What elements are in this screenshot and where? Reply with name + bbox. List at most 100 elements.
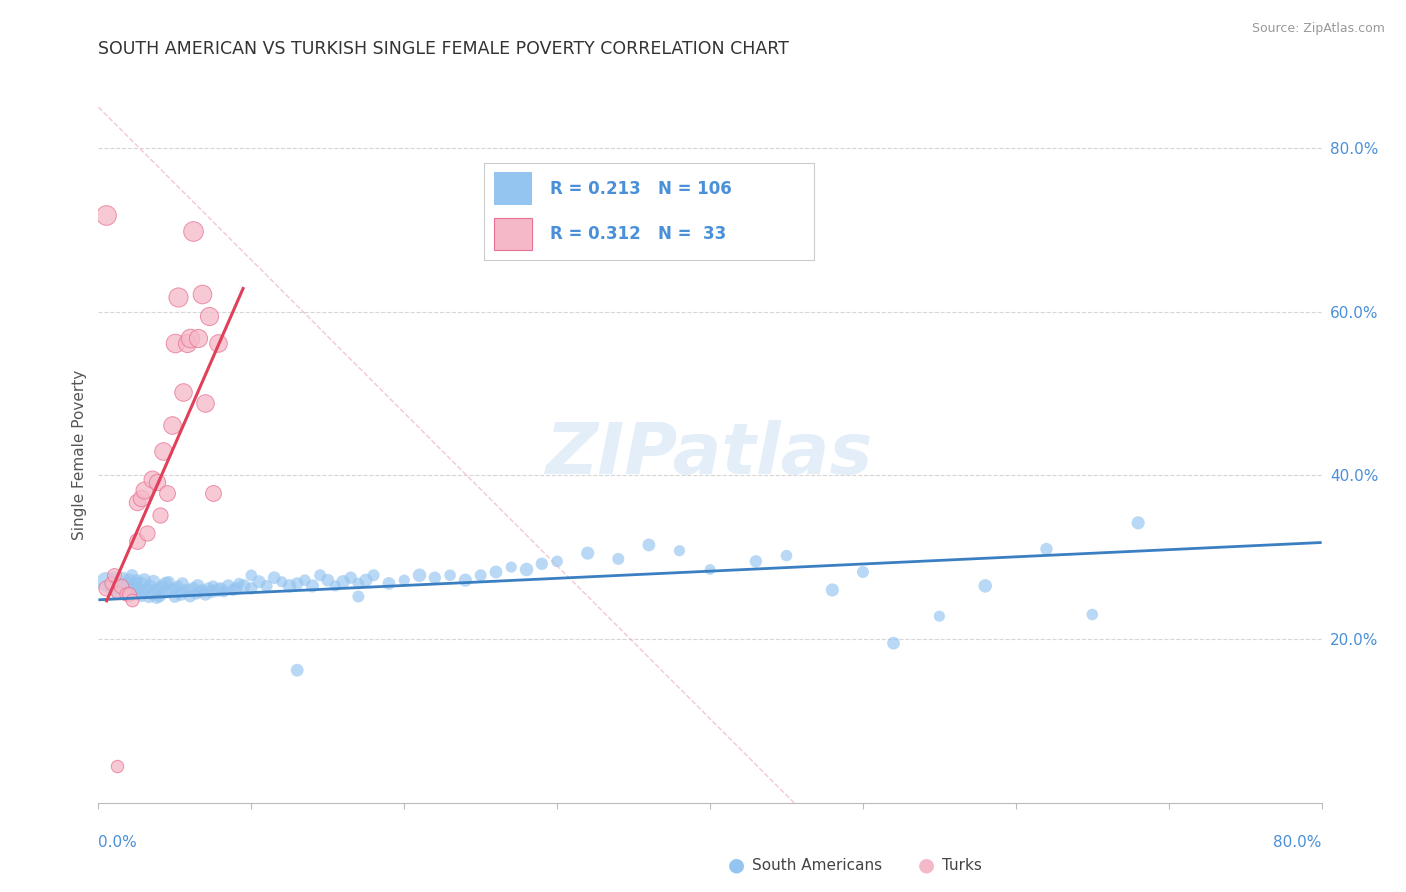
Point	[188, 584, 211, 599]
Point	[167, 290, 190, 304]
Point	[301, 579, 323, 593]
FancyBboxPatch shape	[494, 172, 531, 204]
Point	[1035, 542, 1057, 557]
Point	[200, 584, 222, 599]
Point	[470, 568, 492, 582]
Point	[100, 576, 122, 591]
Point	[194, 587, 217, 601]
Point	[191, 582, 214, 597]
Point	[278, 579, 301, 593]
Point	[172, 576, 194, 591]
Point	[699, 562, 721, 576]
Point	[94, 582, 117, 596]
Point	[125, 533, 148, 548]
Point	[332, 574, 354, 589]
Text: South Americans: South Americans	[752, 858, 883, 872]
Point	[530, 557, 553, 571]
Point	[103, 571, 125, 585]
Point	[176, 582, 198, 597]
Point	[821, 582, 844, 597]
Point	[163, 582, 186, 596]
Point	[974, 579, 997, 593]
Point	[138, 590, 160, 604]
Text: 0.0%: 0.0%	[98, 836, 138, 850]
Point	[576, 546, 599, 560]
Point	[124, 576, 146, 591]
Point	[197, 582, 219, 596]
Point	[408, 568, 430, 582]
Point	[167, 579, 190, 593]
Point	[156, 584, 179, 599]
Point	[217, 579, 239, 593]
Point	[118, 584, 141, 599]
Text: Source: ZipAtlas.com: Source: ZipAtlas.com	[1251, 22, 1385, 36]
Point	[129, 576, 152, 591]
Point	[325, 579, 347, 593]
Point	[121, 592, 143, 607]
Text: ●: ●	[728, 855, 745, 875]
Point	[339, 571, 361, 585]
Point	[775, 549, 797, 563]
Point	[129, 590, 152, 604]
Point	[142, 574, 165, 589]
Point	[141, 587, 163, 601]
Point	[139, 579, 162, 593]
Point	[179, 331, 201, 345]
Point	[118, 587, 141, 601]
Point	[110, 579, 132, 593]
Point	[145, 591, 167, 606]
Point	[209, 582, 232, 596]
Point	[194, 396, 217, 410]
Point	[181, 224, 204, 238]
Point	[546, 554, 568, 568]
Text: ●: ●	[918, 855, 935, 875]
Point	[134, 483, 156, 497]
Point	[127, 582, 149, 596]
Point	[212, 584, 235, 599]
Point	[852, 565, 875, 579]
Point	[316, 573, 339, 587]
Point	[105, 587, 128, 601]
Point	[160, 417, 183, 432]
Point	[363, 568, 385, 582]
Point	[121, 568, 143, 582]
Point	[202, 579, 225, 593]
Point	[149, 590, 172, 604]
Point	[607, 552, 630, 566]
Point	[134, 573, 156, 587]
Point	[207, 335, 229, 350]
Text: ZIPatlas: ZIPatlas	[547, 420, 873, 490]
Text: 80.0%: 80.0%	[1274, 836, 1322, 850]
Point	[125, 494, 148, 508]
Point	[392, 573, 416, 587]
Point	[145, 582, 167, 597]
Point	[637, 538, 661, 552]
Point	[125, 573, 148, 587]
Point	[149, 508, 172, 522]
Point	[347, 590, 370, 604]
Point	[136, 582, 159, 596]
Text: Turks: Turks	[942, 858, 981, 872]
Point	[187, 331, 209, 345]
Point	[202, 486, 225, 500]
Point	[225, 582, 247, 596]
Point	[187, 579, 209, 593]
Point	[454, 573, 477, 587]
Point	[105, 759, 128, 773]
Point	[110, 579, 132, 593]
Point	[256, 579, 278, 593]
Point	[134, 584, 156, 599]
Point	[222, 582, 245, 597]
Point	[152, 587, 174, 601]
Point	[883, 636, 905, 650]
Point	[179, 590, 201, 604]
Point	[172, 384, 194, 399]
Point	[111, 571, 134, 585]
Point	[191, 286, 214, 301]
Point	[347, 576, 370, 591]
Point	[156, 486, 179, 500]
Y-axis label: Single Female Poverty: Single Female Poverty	[72, 370, 87, 540]
Point	[485, 565, 508, 579]
Point	[173, 584, 195, 599]
Point	[136, 525, 159, 540]
